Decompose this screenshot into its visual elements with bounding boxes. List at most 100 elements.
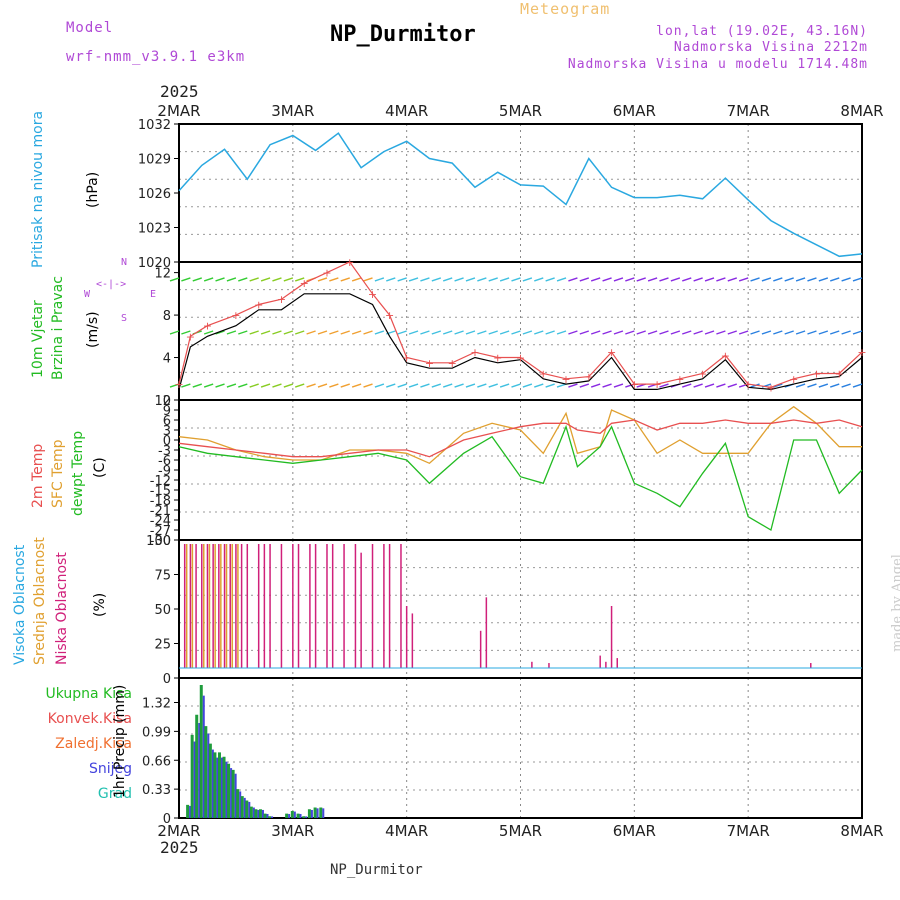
- wind-arrow: [283, 277, 294, 282]
- wind-arrow: [169, 277, 180, 282]
- y-tick-label: 100: [146, 534, 171, 549]
- wind-arrow: [408, 330, 419, 335]
- precip-bar: [290, 811, 294, 818]
- dew-temp-line: [178, 424, 863, 531]
- wind-arrow: [477, 330, 487, 335]
- y-tick-label: -9: [158, 464, 171, 479]
- precip-bar: [249, 806, 253, 818]
- snow-bar: [293, 811, 296, 818]
- snow-bar: [257, 809, 260, 818]
- wind-arrow: [613, 277, 624, 282]
- wind-arrow: [203, 277, 214, 282]
- precip-bar: [208, 743, 212, 818]
- wind-arrow: [852, 330, 863, 335]
- wind-arrow: [670, 277, 681, 282]
- temp2m-line: [178, 419, 863, 458]
- wind-arrow: [386, 383, 396, 388]
- wind-arrow: [272, 330, 282, 335]
- snow-bar: [198, 723, 201, 818]
- y-tick-label: -30: [150, 534, 171, 549]
- y-tick-label: 12: [154, 394, 171, 409]
- pressure-line: [178, 132, 863, 258]
- y-tick-label: 1026: [138, 187, 171, 202]
- wind-arrow: [852, 383, 863, 388]
- wind-arrow: [773, 383, 783, 388]
- wind-arrow: [306, 383, 316, 388]
- wind-arrow: [830, 277, 840, 282]
- gust-marker: +: [231, 309, 240, 322]
- precip-bar: [296, 813, 300, 818]
- wind-arrow: [420, 330, 430, 335]
- gust-marker: +: [561, 373, 570, 386]
- wind-arrow: [511, 383, 521, 388]
- wind-arrow: [841, 383, 851, 388]
- snow-bar: [239, 791, 242, 818]
- time-tick-top: 4MAR: [385, 102, 428, 120]
- precip-bar: [268, 816, 272, 818]
- wind-arrow: [465, 277, 476, 282]
- wind-arrow: [693, 277, 703, 282]
- wind-arrow: [625, 330, 635, 335]
- time-tick-bottom: 7MAR: [727, 822, 770, 840]
- precip-bar: [231, 769, 235, 818]
- wind-arrow: [522, 383, 533, 388]
- wind-arrow: [647, 277, 658, 282]
- snow-bar: [220, 757, 223, 818]
- time-tick-top: 3MAR: [271, 102, 314, 120]
- time-tick-bottom: 5MAR: [499, 822, 542, 840]
- gust-marker: +: [493, 352, 502, 365]
- y-tick-label: 0.99: [142, 725, 171, 740]
- wind-arrow: [340, 330, 350, 335]
- y-tick-label: 0.33: [142, 783, 171, 798]
- wind-arrow: [636, 330, 646, 335]
- y-tick-label: 0: [163, 394, 171, 409]
- wind-arrow: [522, 277, 533, 282]
- wind-gust-line: [178, 261, 863, 388]
- precip-bar: [245, 800, 249, 818]
- wind-arrow: [568, 277, 578, 282]
- wind-arrow: [226, 383, 237, 388]
- gust-marker: +: [470, 346, 479, 359]
- wind-arrow: [397, 383, 407, 388]
- wind-arrow: [249, 383, 259, 388]
- gust-marker: +: [516, 352, 525, 365]
- wind-arrow: [727, 277, 738, 282]
- time-tick-top: 6MAR: [613, 102, 656, 120]
- wind-arrow: [477, 383, 487, 388]
- compass-e: E: [150, 289, 157, 300]
- precip-bar: [240, 796, 244, 818]
- legend-convective: Konvek.Kisa: [47, 711, 132, 727]
- wind-arrow: [830, 383, 840, 388]
- gust-marker: +: [300, 277, 309, 290]
- compass-w: W: [84, 289, 91, 300]
- precip-bar: [319, 807, 323, 818]
- gust-marker: +: [539, 367, 548, 380]
- wind-arrow: [682, 383, 692, 388]
- wind-arrow: [795, 383, 806, 388]
- y-tick-label: 0: [163, 672, 171, 687]
- wind-arrow: [499, 277, 510, 282]
- wind-arrow: [534, 383, 544, 388]
- gust-marker: +: [385, 309, 394, 322]
- wind-arrow: [431, 330, 442, 335]
- y-tick-label: -21: [150, 504, 171, 519]
- wind-arrow: [477, 277, 487, 282]
- legend-snow: Snijeg: [88, 761, 132, 777]
- wind-arrow: [499, 330, 510, 335]
- wind-arrow: [499, 383, 510, 388]
- wind-arrow: [545, 277, 555, 282]
- snow-bar: [322, 808, 325, 818]
- wind-arrow: [181, 277, 191, 282]
- wind-arrow: [363, 277, 373, 282]
- wind-arrow: [238, 383, 248, 388]
- wind-arrow: [556, 383, 567, 388]
- gust-marker: +: [812, 367, 821, 380]
- y-tick-label: 8: [163, 309, 171, 324]
- wind-arrow: [329, 383, 339, 388]
- precip-bar: [186, 804, 190, 818]
- wind-arrow: [488, 330, 498, 335]
- wind-arrow: [704, 383, 715, 388]
- wind-arrow: [738, 330, 749, 335]
- snow-bar: [310, 809, 313, 818]
- wind-arrow: [795, 277, 806, 282]
